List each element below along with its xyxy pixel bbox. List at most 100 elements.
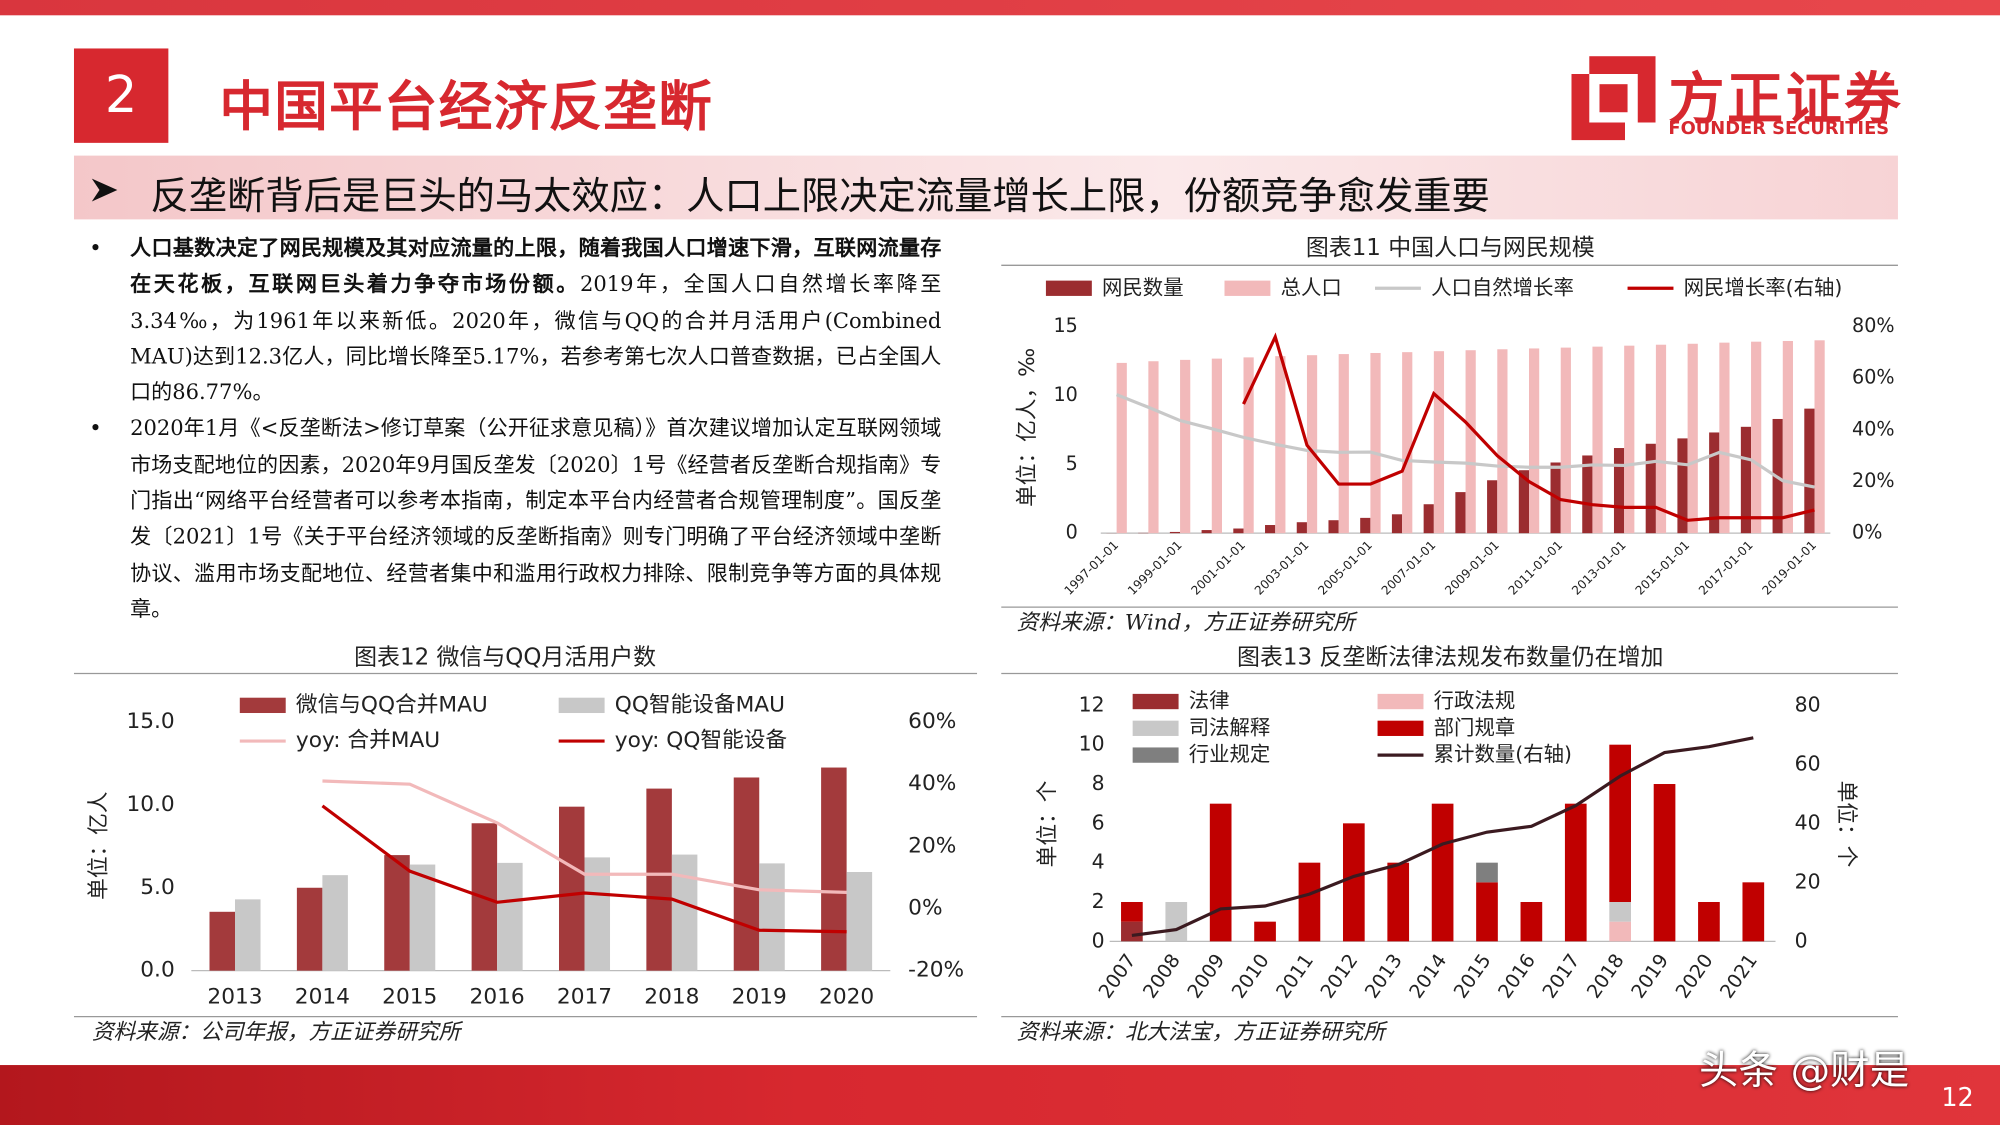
bar-segment: [1609, 901, 1631, 922]
bar-segment: [1564, 803, 1587, 942]
bar: [1687, 343, 1698, 534]
y-tick-label: 15: [1053, 314, 1077, 337]
bullet-text: 2019年，全国人口自然增长率降至3.34‰，为1961年以来新低。2020年，…: [130, 272, 942, 405]
chart-source: 资料来源：Wind，方正证券研究所: [1017, 611, 1359, 636]
x-tick-label: 2019: [732, 984, 787, 1009]
bullet: 人口基数决定了网民规模及其对应流量的上限，随着我国人口增速下滑，互联网流量存在天…: [89, 231, 941, 411]
bar: [1529, 348, 1540, 534]
x-tick-label: 2011-01-01: [1506, 538, 1566, 598]
x-tick-label: 2001-01-01: [1188, 538, 1248, 598]
bar: [409, 864, 436, 971]
bar-segment: [1431, 803, 1454, 942]
legend-label: QQ智能设备MAU: [615, 692, 785, 717]
x-tick-label: 2016: [470, 984, 525, 1009]
y2-tick-label: 40: [1795, 810, 1821, 834]
legend-label: 累计数量(右轴): [1434, 742, 1572, 766]
bullet-text: 2020年1月《<反垄断法>修订草案（公开征求意见稿）》首次建议增加认定互联网领…: [130, 416, 942, 622]
y2-tick-label: 60%: [908, 709, 956, 734]
line: [321, 804, 847, 934]
y2-tick-label: 0%: [908, 895, 942, 920]
bar-segment: [1209, 803, 1232, 942]
bar: [1518, 470, 1530, 534]
x-tick-label: 2017: [1538, 949, 1585, 1002]
x-tick-label: 2017-01-01: [1696, 538, 1756, 598]
top-bar: [0, 0, 2000, 16]
y-axis-label: 单位：个: [1035, 781, 1060, 868]
line: [1131, 736, 1754, 938]
y2-tick-label: 60: [1795, 751, 1821, 775]
bar: [558, 806, 585, 971]
line: [1115, 393, 1815, 489]
x-tick-label: 2007-01-01: [1379, 538, 1439, 598]
legend-swatch: [1132, 747, 1179, 763]
legend-label: 网民数量: [1102, 275, 1184, 299]
legend-swatch: [1132, 693, 1179, 710]
bar: [1655, 344, 1667, 534]
x-tick-label: 2013-01-01: [1569, 538, 1629, 598]
bar: [733, 777, 760, 971]
bar: [584, 857, 611, 971]
legend-label: 行业规定: [1189, 742, 1271, 766]
x-tick-label: 2020: [819, 984, 874, 1009]
bar: [1751, 341, 1762, 534]
bar-segment: [1121, 901, 1143, 922]
bar: [1814, 340, 1825, 534]
x-tick-label: 1997-01-01: [1062, 538, 1122, 598]
bar: [1180, 359, 1191, 534]
bar: [384, 855, 410, 971]
x-tick-label: 1999-01-01: [1125, 538, 1185, 598]
banner-text: 反垄断背后是巨头的马太效应：人口上限决定流量增长上限，份额竞争愈发重要: [150, 174, 1490, 220]
y2-tick-label: 40%: [1852, 417, 1895, 440]
x-tick-label: 2019: [1626, 949, 1673, 1002]
x-tick-label: 2009: [1183, 949, 1230, 1002]
bar: [1211, 358, 1222, 534]
y-tick-label: 5.0: [140, 875, 174, 900]
bullet-bold: 人口基数决定了网民规模及其对应流量的上限，随着我国人口增速下滑，互联网流量存在天…: [130, 235, 942, 297]
bar: [1582, 455, 1593, 534]
bar-segment: [1742, 882, 1765, 942]
bar: [1719, 342, 1730, 534]
y-axis-label: 单位：亿人，‰: [1015, 348, 1040, 507]
bar: [235, 899, 261, 971]
y-tick-label: 0: [1092, 928, 1105, 952]
y2-tick-label: 80: [1795, 692, 1821, 716]
legend-swatch: [1132, 720, 1179, 736]
bar: [1370, 352, 1381, 534]
bar-segment: [1653, 784, 1676, 942]
page-number: 12: [1941, 1081, 1974, 1113]
y2-tick-label: 0: [1795, 928, 1808, 952]
bar-segment: [1476, 862, 1498, 883]
bar: [1233, 528, 1244, 534]
y-tick-label: 10.0: [126, 792, 174, 817]
legend-swatch: [1377, 720, 1424, 736]
y-axis-label: 单位：亿人: [86, 791, 111, 899]
chart-title: 图表11 中国人口与网民规模: [1306, 235, 1595, 261]
y2-axis-label: 单位：个: [1834, 781, 1859, 868]
x-tick-label: 2010: [1227, 949, 1274, 1002]
bar: [1804, 408, 1815, 534]
y-tick-label: 15.0: [126, 709, 174, 734]
bar: [209, 911, 236, 971]
bar: [1709, 432, 1720, 534]
legend-label: 部门规章: [1434, 715, 1516, 739]
y-tick-label: 8: [1092, 771, 1105, 795]
x-tick-label: 2014: [1404, 949, 1451, 1002]
legend-label: 总人口: [1281, 275, 1342, 299]
banner-arrow: [91, 178, 118, 202]
bar: [759, 863, 785, 971]
legend-swatch: [1045, 280, 1092, 296]
bar: [1265, 525, 1276, 534]
bar: [1306, 355, 1318, 534]
bar: [846, 872, 873, 971]
bar-segment: [1165, 901, 1188, 942]
legend-label: yoy: QQ智能设备: [615, 728, 788, 753]
x-tick-label: 2015: [1449, 949, 1496, 1002]
bar-segment: [1609, 921, 1631, 942]
bar-segment: [1298, 862, 1321, 942]
bar: [1423, 504, 1434, 534]
y-tick-label: 0.0: [140, 958, 174, 983]
x-tick-label: 2018: [1582, 949, 1629, 1002]
chart-title: 图表13 反垄断法律法规发布数量仍在增加: [1237, 645, 1663, 671]
